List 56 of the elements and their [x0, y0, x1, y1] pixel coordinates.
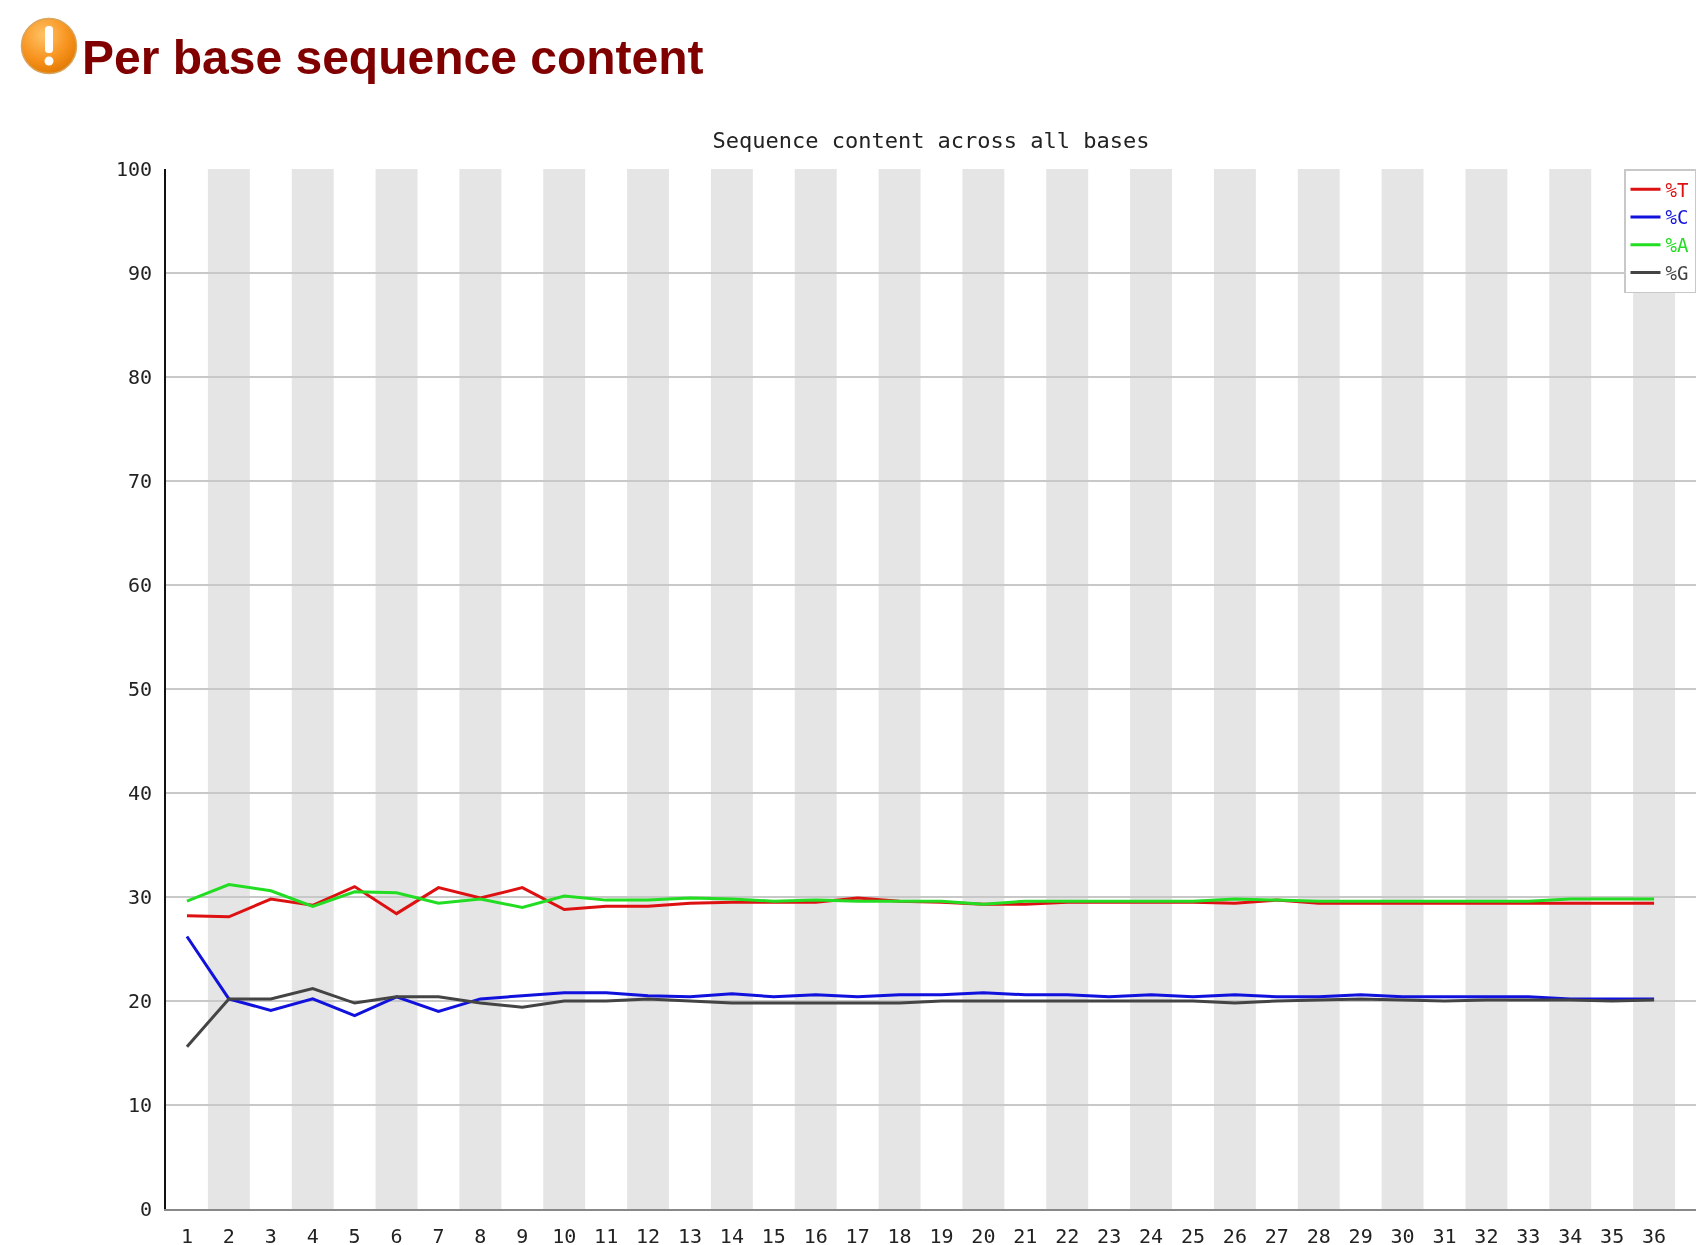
- legend-label: %C: [1665, 206, 1689, 229]
- x-tick-label: 1: [180, 1223, 193, 1245]
- x-tick-label: 5: [348, 1223, 361, 1245]
- legend-label: %G: [1665, 261, 1689, 284]
- x-tick-label: 17: [845, 1223, 870, 1245]
- x-tick-label: 10: [552, 1223, 577, 1245]
- x-tick-label: 32: [1474, 1223, 1499, 1245]
- x-tick-label: 33: [1516, 1223, 1541, 1245]
- x-tick-label: 21: [1013, 1223, 1038, 1245]
- x-tick-label: 2: [222, 1223, 235, 1245]
- x-tick-label: 19: [929, 1223, 954, 1245]
- x-tick-label: 27: [1264, 1223, 1289, 1245]
- legend-label: %A: [1665, 234, 1689, 257]
- line-series: [185, 987, 1656, 1049]
- x-tick-label: 28: [1306, 1223, 1331, 1245]
- x-tick-label: 16: [803, 1223, 828, 1245]
- x-tick-label: 6: [390, 1223, 403, 1245]
- x-tick-label: 31: [1432, 1223, 1457, 1245]
- y-tick-label: 0: [139, 1197, 152, 1221]
- x-tick-label: 18: [887, 1223, 912, 1245]
- chart-title: Per base sequence content: [82, 31, 704, 84]
- x-tick-label: 30: [1390, 1223, 1415, 1245]
- x-tick-label: 22: [1055, 1223, 1080, 1245]
- y-tick-label: 30: [127, 885, 152, 909]
- x-tick-label: 8: [474, 1223, 487, 1245]
- y-tick-label: 50: [127, 677, 152, 701]
- line-series: [185, 935, 1656, 1018]
- x-tick-label: 11: [594, 1223, 619, 1245]
- x-tick-label: 34: [1558, 1223, 1583, 1245]
- x-tick-label: 23: [1097, 1223, 1122, 1245]
- x-tick-label: 15: [761, 1223, 786, 1245]
- y-tick-label: 70: [127, 469, 152, 493]
- x-tick-label: 3: [264, 1223, 277, 1245]
- chart-subtitle: Sequence content across all bases: [712, 127, 1150, 153]
- x-tick-label: 24: [1139, 1223, 1164, 1245]
- x-tick-label: 7: [432, 1223, 445, 1245]
- x-tick-label: 9: [516, 1223, 529, 1245]
- y-tick-label: 100: [115, 157, 152, 181]
- x-tick-label: 26: [1222, 1223, 1247, 1245]
- y-tick-label: 20: [127, 989, 152, 1013]
- x-tick-label: 20: [971, 1223, 996, 1245]
- x-tick-label: 29: [1348, 1223, 1373, 1245]
- legend-label: %T: [1665, 178, 1689, 201]
- y-tick-label: 60: [127, 573, 152, 597]
- y-tick-label: 10: [127, 1093, 152, 1117]
- x-tick-label: 12: [636, 1223, 661, 1245]
- y-tick-label: 90: [127, 261, 152, 285]
- x-tick-label: 13: [677, 1223, 703, 1245]
- x-tick-label: 4: [306, 1223, 319, 1245]
- y-tick-label: 40: [127, 781, 152, 805]
- x-tick-label: 36: [1642, 1223, 1667, 1245]
- y-tick-label: 80: [127, 365, 152, 389]
- x-tick-label: 25: [1180, 1223, 1206, 1245]
- x-tick-label: 35: [1600, 1223, 1625, 1245]
- line-series: [185, 883, 1656, 909]
- x-tick-label: 14: [719, 1223, 744, 1245]
